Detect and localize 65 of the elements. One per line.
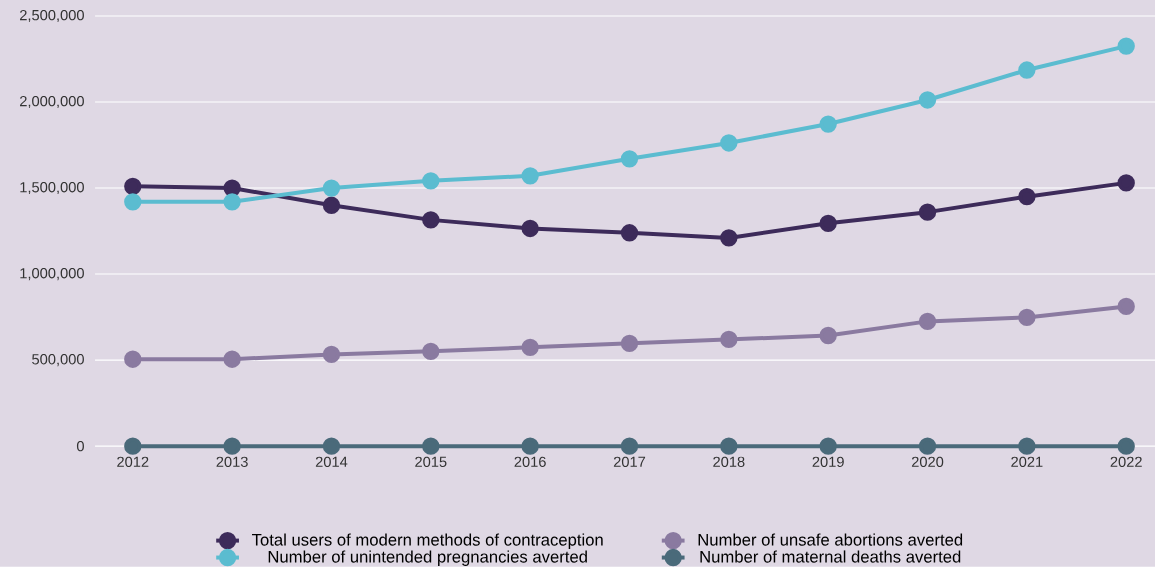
x-tick-label: 2013 <box>216 456 248 468</box>
point <box>322 196 341 214</box>
point <box>620 334 639 353</box>
point <box>1018 308 1036 327</box>
x-tick-label: 2015 <box>415 456 447 468</box>
point <box>124 350 142 368</box>
point <box>720 229 738 247</box>
point <box>124 177 142 196</box>
point <box>422 172 440 190</box>
point <box>223 437 241 455</box>
point <box>1117 297 1135 316</box>
point <box>322 437 341 455</box>
point <box>422 437 440 455</box>
point <box>223 350 241 368</box>
point <box>223 193 241 211</box>
x-tick-label: 2021 <box>1011 456 1043 468</box>
point <box>819 437 837 455</box>
point <box>819 326 837 345</box>
point <box>720 134 738 152</box>
legend-label: Total users of modern methods of contraception <box>252 533 603 550</box>
point <box>322 179 341 197</box>
y-tick-label: 1,500,000 <box>20 182 84 195</box>
point <box>918 437 937 455</box>
point <box>918 203 937 221</box>
point <box>918 312 937 331</box>
x-tick-label: 2012 <box>117 456 149 468</box>
y-tick-label: 2,500,000 <box>20 10 84 23</box>
point <box>521 219 539 238</box>
legend-label: Number of unsafe abortions averted <box>698 533 963 546</box>
y-tick-label: 500,000 <box>32 354 84 367</box>
point <box>720 330 738 349</box>
x-tick-label: 2017 <box>613 456 646 468</box>
point <box>918 91 937 109</box>
point <box>620 224 639 242</box>
point <box>422 342 440 361</box>
x-tick-label: 2022 <box>1110 456 1142 468</box>
point <box>1018 61 1036 79</box>
point <box>1018 437 1036 455</box>
point <box>1117 174 1135 192</box>
point <box>620 437 639 455</box>
point <box>819 115 837 133</box>
y-tick-label: 1,000,000 <box>20 268 84 281</box>
point <box>322 345 341 364</box>
y-tick-label: 2,000,000 <box>20 96 84 109</box>
x-tick-label: 2016 <box>514 456 546 468</box>
point <box>223 179 241 197</box>
point <box>1018 188 1036 206</box>
point <box>521 437 539 455</box>
point <box>422 211 440 229</box>
point <box>521 338 539 357</box>
x-tick-label: 2019 <box>812 456 844 468</box>
point <box>1117 437 1135 455</box>
point <box>521 167 539 185</box>
point <box>819 214 837 233</box>
x-tick-label: 2020 <box>911 456 944 468</box>
point <box>1117 37 1135 55</box>
point <box>620 150 639 168</box>
point <box>124 193 142 211</box>
x-tick-label: 2018 <box>713 456 745 468</box>
legend-label: Number of maternal deaths averted <box>700 550 961 563</box>
legend-label: Number of unintended pregnancies averted <box>268 550 587 567</box>
point <box>124 437 142 455</box>
x-tick-label: 2014 <box>315 456 348 468</box>
point <box>720 437 738 455</box>
y-tick-label: 0 <box>76 441 84 452</box>
